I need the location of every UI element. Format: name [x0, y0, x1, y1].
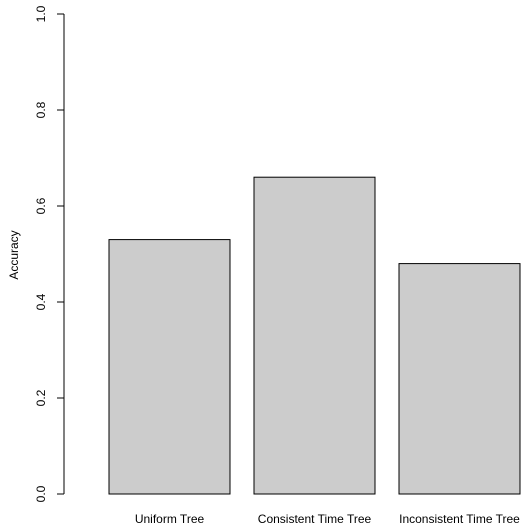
bars [108, 176, 521, 495]
y-tick-label: 0.6 [34, 197, 48, 214]
y-tick-label: 0.8 [34, 101, 48, 118]
y-tick-label: 0.0 [34, 485, 48, 502]
category-label: Uniform Tree [135, 512, 205, 526]
y-tick-label: 1.0 [34, 5, 48, 22]
bar [398, 263, 521, 495]
y-axis: 0.0 0.2 0.4 0.6 0.8 1.0 [34, 5, 65, 502]
y-axis-title: Accuracy [7, 230, 21, 279]
bar [108, 239, 231, 495]
y-tick-label: 0.2 [34, 389, 48, 406]
bar [253, 176, 376, 495]
category-labels: Uniform Tree Consistent Time Tree Inconsis… [135, 512, 520, 526]
y-tick-label: 0.4 [34, 293, 48, 310]
category-label: Inconsistent Time Tree [399, 512, 520, 526]
category-label: Consistent Time Tree [258, 512, 372, 526]
